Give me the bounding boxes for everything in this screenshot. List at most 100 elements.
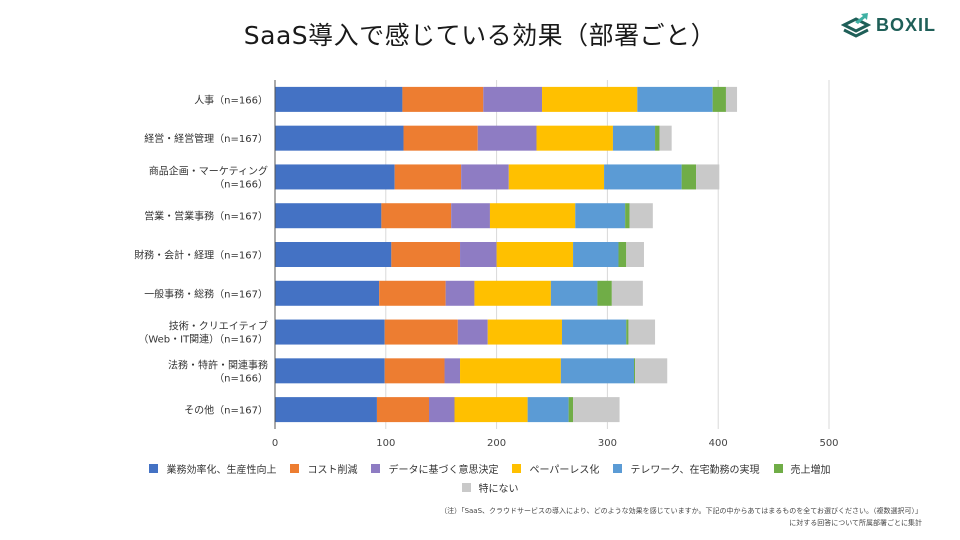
bar-segment: [444, 358, 461, 384]
category-label: 一般事務・総務（n=167）: [144, 287, 268, 300]
bar-segment: [560, 358, 634, 384]
legend-label: テレワーク、在宅勤務の実現: [630, 465, 760, 476]
legend-label: データに基づく意思決定: [388, 465, 499, 476]
bar-segment: [659, 125, 672, 151]
bar-segment: [460, 358, 561, 384]
bar-segment: [275, 125, 404, 151]
bar-segment: [381, 203, 452, 229]
tick-labels: 0 100 200 300 400 500: [272, 438, 839, 449]
bar-segment: [573, 397, 620, 423]
legend-item: 業務効率化、生産性向上: [149, 461, 276, 476]
bar-segment: [527, 397, 569, 423]
boxil-logo: BOXIL: [841, 12, 936, 38]
stacked-bar-chart: 人事（n=166） 経営・経営管理（n=167） 商品企画・マーケティング（n=16…: [134, 80, 839, 449]
bar-segment: [637, 86, 713, 112]
bars: [275, 86, 738, 423]
bar-segment: [376, 397, 430, 423]
bar-segment: [542, 86, 638, 112]
bar-segment: [550, 280, 598, 306]
bar-segment: [403, 125, 478, 151]
chart-title: SaaS導入で感じている効果（部署ごと）: [243, 21, 717, 50]
bar-segment: [573, 242, 619, 267]
footnote-line-1: （注）「SaaS、クラウドサービスの導入により、どのような効果を感じていますか。…: [440, 507, 922, 515]
legend-swatch: [613, 464, 623, 473]
bar-segment: [275, 242, 392, 267]
bar-segment: [384, 319, 458, 345]
bar-segment: [575, 203, 626, 229]
bar-segment: [391, 242, 461, 267]
category-label: 営業・営業事務（n=167）: [144, 210, 268, 223]
legend-item: データに基づく意思決定: [371, 461, 498, 476]
footnote: （注）「SaaS、クラウドサービスの導入により、どのような効果を感じていますか。…: [440, 505, 922, 529]
bar-segment: [275, 203, 382, 229]
bar-segment: [496, 242, 574, 267]
bar-segment: [275, 86, 403, 112]
bar-segment: [612, 125, 656, 151]
legend-item: コスト削減: [290, 461, 357, 476]
legend-label: コスト削減: [307, 465, 358, 476]
legend-swatch: [149, 464, 159, 473]
bar-segment: [379, 280, 446, 306]
legend-item: 売上増加: [773, 461, 831, 476]
bar-segment: [618, 242, 627, 267]
legend-item: 特にない: [461, 480, 519, 495]
legend-swatch: [773, 464, 783, 473]
bar-segment: [681, 164, 697, 190]
category-label: その他（n=167）: [184, 404, 268, 417]
bar-segment: [536, 125, 613, 151]
legend-label: 特にない: [478, 484, 519, 495]
bar-segment: [625, 203, 630, 229]
bar-segment: [604, 164, 682, 190]
x-tick-label: 300: [598, 438, 617, 449]
category-label: 経営・経営管理（n=167）: [144, 132, 268, 145]
bar-segment: [489, 203, 576, 229]
bar-segment: [477, 125, 537, 151]
legend-label: 売上増加: [790, 465, 831, 476]
bar-segment: [402, 86, 484, 112]
bar-segment: [457, 319, 488, 345]
bar-segment: [561, 319, 627, 345]
bar-segment: [629, 203, 653, 229]
x-tick-label: 200: [487, 438, 506, 449]
bar-segment: [508, 164, 605, 190]
bar-segment: [483, 86, 543, 112]
bar-segment: [275, 358, 385, 384]
bar-segment: [454, 397, 528, 423]
bar-segment: [445, 280, 475, 306]
legend-label: 業務効率化、生産性向上: [166, 465, 277, 476]
legend-label: ペーパーレス化: [529, 465, 600, 476]
footnote-line-2: に対する回答について所属部署ごとに集計: [789, 519, 922, 527]
bar-segment: [628, 319, 656, 345]
bar-segment: [275, 319, 385, 345]
bar-segment: [626, 242, 644, 267]
bar-segment: [487, 319, 562, 345]
category-label: 人事（n=166）: [194, 93, 268, 106]
bar-segment: [384, 358, 445, 384]
bar-segment: [429, 397, 455, 423]
category-label: 商品企画・マーケティング（n=166）: [149, 164, 268, 190]
bar-segment: [712, 86, 726, 112]
bar-segment: [394, 164, 462, 190]
bar-segment: [451, 203, 490, 229]
bar-segment: [597, 280, 612, 306]
bar-segment: [635, 358, 668, 384]
bar-segment: [633, 358, 636, 384]
bar-segment: [460, 242, 497, 267]
category-label: 財務・会計・経理（n=167）: [134, 249, 268, 262]
bar-segment: [461, 164, 509, 190]
bar-segment: [655, 125, 660, 151]
legend-swatch: [371, 464, 381, 473]
category-label: 法務・特許・関連事務（n=166）: [168, 358, 268, 384]
legend: 業務効率化、生産性向上 コスト削減 データに基づく意思決定 ペーパーレス化 テレワーク、…: [140, 461, 840, 495]
bar-segment: [275, 164, 395, 190]
logo-text: BOXIL: [876, 14, 937, 35]
x-tick-label: 0: [272, 438, 278, 449]
bar-segment: [474, 280, 551, 306]
bar-segment: [568, 397, 574, 423]
bar-segment: [696, 164, 720, 190]
category-labels: 人事（n=166） 経営・経営管理（n=167） 商品企画・マーケティング（n=16…: [134, 93, 268, 416]
legend-swatch: [461, 483, 471, 492]
bar-segment: [275, 280, 380, 306]
bar-segment: [611, 280, 643, 306]
bar-segment: [626, 319, 629, 345]
